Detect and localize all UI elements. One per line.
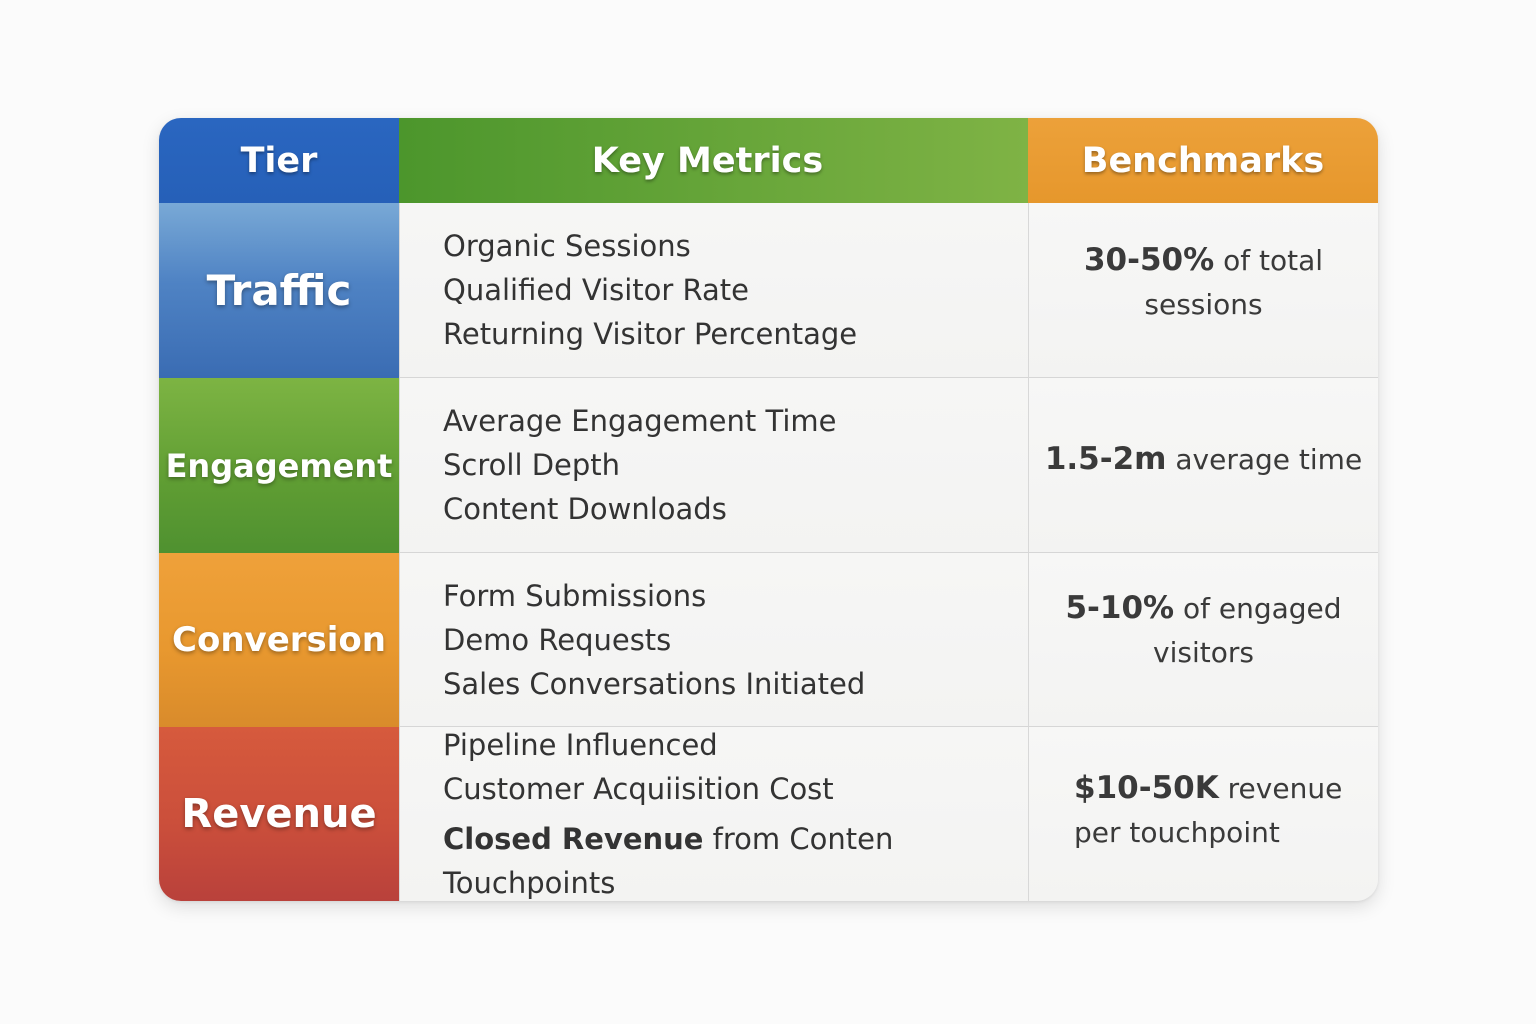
metrics-conversion: Form Submissions Demo Requests Sales Con… (399, 553, 1028, 727)
benchmark-engagement: 1.5-2m average time (1028, 378, 1378, 553)
metric-item: Average Engagement Time (443, 404, 837, 438)
benchmark-value: 30-50% (1083, 241, 1215, 278)
metric-item: Sales Conversations Initiated (443, 666, 866, 701)
metrics-engagement: Average Engagement Time Scroll Depth Con… (399, 378, 1028, 553)
metrics-revenue: Pipeline Influenced Customer Acquiisitio… (399, 727, 1028, 901)
benchmark-text: average time (1166, 442, 1363, 476)
header-tier: Tier (159, 118, 399, 203)
metric-item: Qualified Visitor Rate (443, 273, 750, 307)
metric-item: Returning Visitor Percentage (443, 317, 858, 351)
benchmark-traffic: 30-50% of total sessions (1028, 203, 1378, 378)
benchmark-revenue: $10-50K revenue per touchpoint (1028, 727, 1378, 901)
benchmark-text: revenue (1218, 771, 1343, 805)
benchmark-text: of total sessions (1144, 243, 1324, 321)
tier-traffic: Traffic (159, 203, 399, 378)
tier-engagement: Engagement (159, 378, 399, 553)
benchmark-text: of engaged (1174, 592, 1342, 625)
header-benchmarks: Benchmarks (1028, 118, 1378, 203)
metric-item: Scroll Depth (443, 448, 621, 482)
metric-bold: Closed Revenue (443, 822, 704, 856)
metrics-table: Tier Key Metrics Benchmarks Traffic Orga… (159, 118, 1378, 901)
metric-item: Content Downloads (443, 492, 727, 526)
metric-item: Customer Acquiisition Cost (443, 772, 834, 806)
benchmark-value: 5-10% (1065, 590, 1175, 626)
metric-item: Pipeline Influenced (443, 728, 718, 762)
benchmark-value: $10-50K (1074, 769, 1219, 806)
tier-conversion: Conversion (159, 553, 399, 727)
metric-item: Form Submissions (443, 578, 707, 613)
metric-item: Organic Sessions (443, 229, 691, 263)
metric-item: Demo Requests (443, 622, 672, 657)
benchmark-value: 1.5-2m (1044, 440, 1167, 477)
metrics-traffic: Organic Sessions Qualified Visitor Rate … (399, 203, 1028, 378)
tier-revenue: Revenue (159, 727, 399, 901)
benchmark-conversion: 5-10% of engaged visitors (1028, 553, 1378, 727)
metric-item: Closed Revenue from Conten Touchpoints (443, 817, 1028, 901)
header-key-metrics: Key Metrics (399, 118, 1028, 203)
benchmark-text-line2: visitors (1153, 636, 1254, 669)
benchmark-text-line2: per touchpoint (1074, 815, 1280, 849)
metric-rest: from Conten Touchpoints (443, 822, 894, 900)
